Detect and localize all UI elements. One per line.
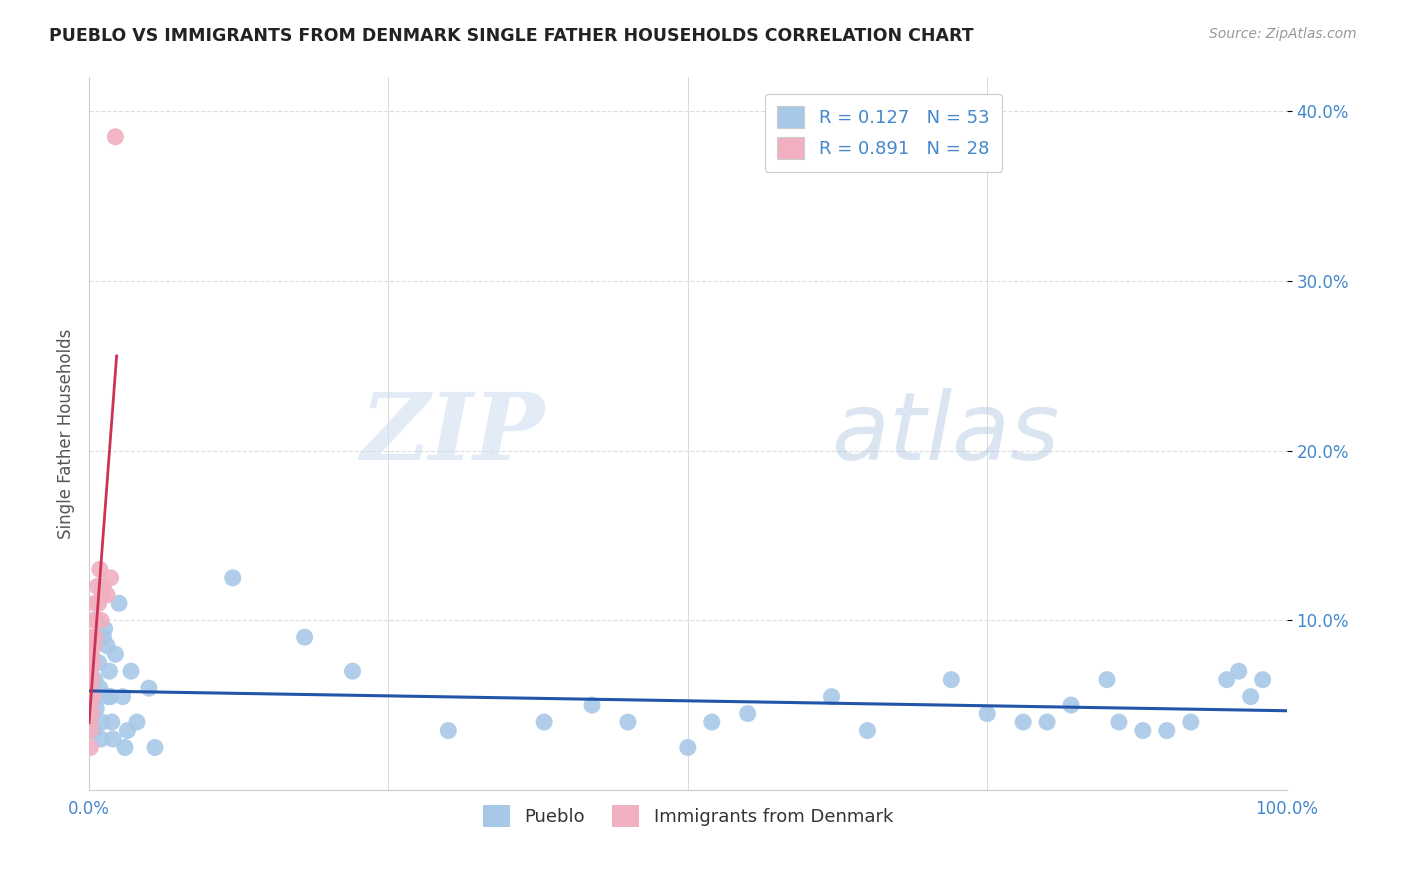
Point — [1060, 698, 1083, 712]
Point — [108, 596, 131, 610]
Point — [104, 647, 127, 661]
Point — [342, 664, 364, 678]
Point — [79, 698, 101, 712]
Point — [80, 656, 103, 670]
Point — [294, 630, 316, 644]
Point — [90, 613, 112, 627]
Point — [83, 723, 105, 738]
Point — [80, 706, 103, 721]
Point — [143, 740, 166, 755]
Point — [533, 714, 555, 729]
Point — [91, 588, 114, 602]
Point — [79, 723, 101, 738]
Point — [104, 129, 127, 144]
Point — [856, 723, 879, 738]
Point — [84, 701, 107, 715]
Point — [87, 656, 110, 670]
Point — [100, 690, 122, 704]
Point — [80, 690, 103, 704]
Point — [82, 706, 104, 721]
Point — [83, 613, 105, 627]
Point — [617, 714, 640, 729]
Point — [1240, 690, 1263, 704]
Point — [90, 732, 112, 747]
Legend: Pueblo, Immigrants from Denmark: Pueblo, Immigrants from Denmark — [475, 797, 900, 834]
Point — [941, 673, 963, 687]
Point — [100, 571, 122, 585]
Text: ZIP: ZIP — [360, 389, 544, 479]
Text: Source: ZipAtlas.com: Source: ZipAtlas.com — [1209, 27, 1357, 41]
Point — [84, 613, 107, 627]
Point — [79, 714, 101, 729]
Point — [87, 596, 110, 610]
Point — [581, 698, 603, 712]
Point — [83, 639, 105, 653]
Point — [93, 622, 115, 636]
Point — [737, 706, 759, 721]
Point — [79, 740, 101, 755]
Point — [84, 673, 107, 687]
Point — [89, 681, 111, 695]
Point — [1215, 673, 1237, 687]
Point — [138, 681, 160, 695]
Point — [97, 690, 120, 704]
Text: PUEBLO VS IMMIGRANTS FROM DENMARK SINGLE FATHER HOUSEHOLDS CORRELATION CHART: PUEBLO VS IMMIGRANTS FROM DENMARK SINGLE… — [49, 27, 974, 45]
Point — [79, 664, 101, 678]
Point — [117, 723, 139, 738]
Point — [98, 664, 121, 678]
Point — [1036, 714, 1059, 729]
Point — [79, 681, 101, 695]
Point — [82, 630, 104, 644]
Point — [1156, 723, 1178, 738]
Point — [101, 732, 124, 747]
Point — [96, 588, 118, 602]
Point — [89, 562, 111, 576]
Point — [80, 673, 103, 687]
Point — [80, 690, 103, 704]
Point — [86, 579, 108, 593]
Point — [1251, 673, 1274, 687]
Point — [80, 647, 103, 661]
Point — [976, 706, 998, 721]
Point — [82, 656, 104, 670]
Point — [111, 690, 134, 704]
Point — [93, 579, 115, 593]
Point — [222, 571, 245, 585]
Point — [101, 714, 124, 729]
Point — [86, 690, 108, 704]
Point — [125, 714, 148, 729]
Point — [700, 714, 723, 729]
Text: atlas: atlas — [831, 388, 1060, 479]
Point — [84, 630, 107, 644]
Point — [676, 740, 699, 755]
Point — [93, 630, 115, 644]
Point — [82, 690, 104, 704]
Point — [820, 690, 842, 704]
Point — [1095, 673, 1118, 687]
Point — [120, 664, 142, 678]
Point — [1180, 714, 1202, 729]
Point — [91, 714, 114, 729]
Point — [1227, 664, 1250, 678]
Point — [1132, 723, 1154, 738]
Point — [1012, 714, 1035, 729]
Point — [437, 723, 460, 738]
Y-axis label: Single Father Households: Single Father Households — [58, 328, 75, 539]
Point — [96, 639, 118, 653]
Point — [84, 596, 107, 610]
Point — [114, 740, 136, 755]
Point — [1108, 714, 1130, 729]
